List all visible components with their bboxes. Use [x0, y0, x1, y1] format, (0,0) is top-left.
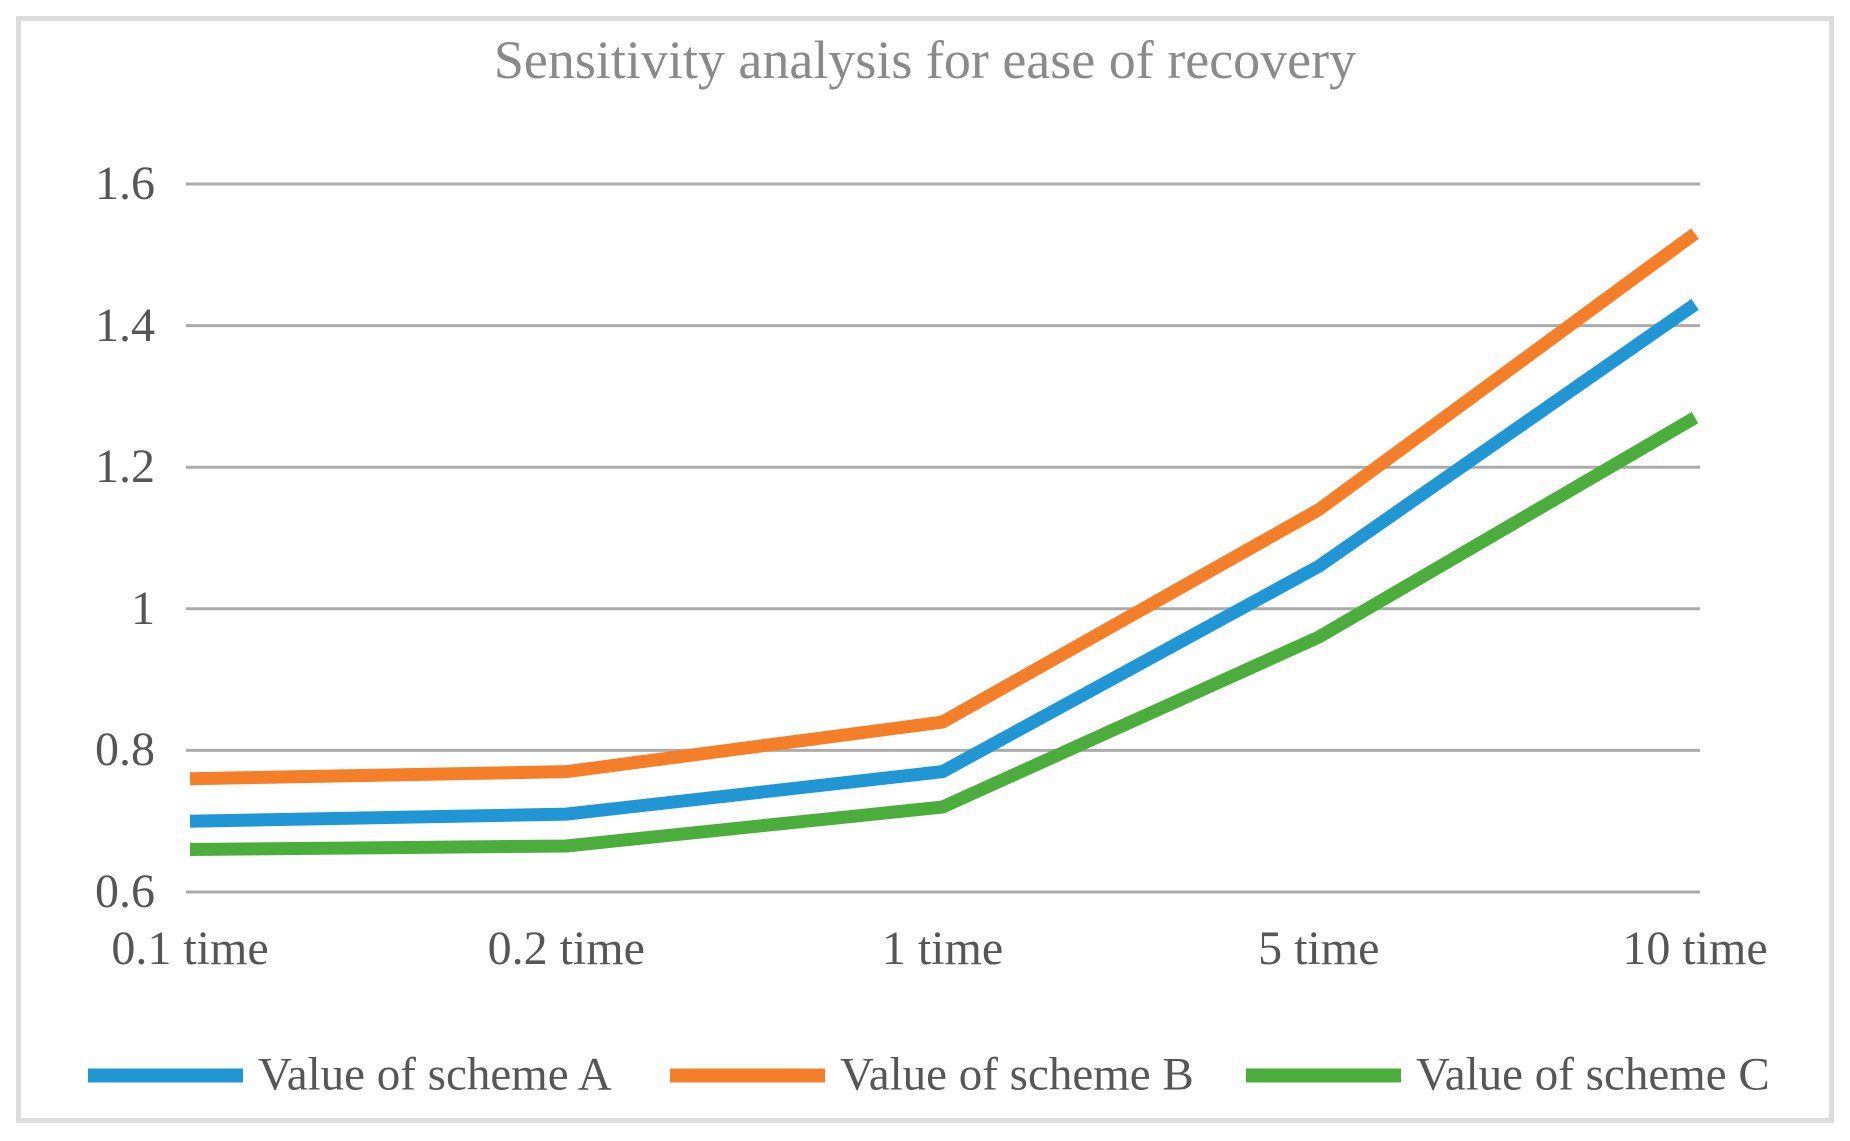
x-tick-label: 0.2 time — [487, 922, 645, 975]
x-tick-label: 5 time — [1258, 922, 1380, 975]
legend-swatch-icon — [1246, 1068, 1401, 1082]
y-tick-label: 1.4 — [95, 298, 155, 352]
legend-label: Value of scheme B — [840, 1048, 1194, 1101]
chart-title: Sensitivity analysis for ease of recover… — [493, 30, 1357, 90]
legend-item-value-of-scheme-a: Value of scheme A — [88, 1048, 612, 1101]
y-tick-label: 0.6 — [95, 865, 155, 918]
legend-swatch-icon — [88, 1068, 243, 1082]
y-tick-label: 1.6 — [95, 157, 155, 210]
x-tick-label: 10 time — [1622, 922, 1768, 975]
series-line-value-of-scheme-a — [189, 299, 1699, 828]
y-tick-label: 1.2 — [95, 440, 155, 494]
series-line-value-of-scheme-c — [189, 412, 1699, 857]
series-line-value-of-scheme-b — [189, 228, 1699, 786]
legend-item-value-of-scheme-b: Value of scheme B — [670, 1048, 1194, 1101]
legend-label: Value of scheme A — [258, 1048, 612, 1101]
y-tick-label: 0.8 — [95, 723, 155, 777]
x-tick-label: 0.1 time — [111, 922, 269, 975]
legend-item-value-of-scheme-c: Value of scheme C — [1246, 1048, 1770, 1101]
legend-swatch-icon — [670, 1068, 825, 1082]
chart-border — [16, 16, 1834, 1123]
legend-label: Value of scheme C — [1416, 1048, 1770, 1101]
x-tick-label: 1 time — [881, 922, 1004, 975]
y-tick-label: 1 — [131, 581, 155, 635]
